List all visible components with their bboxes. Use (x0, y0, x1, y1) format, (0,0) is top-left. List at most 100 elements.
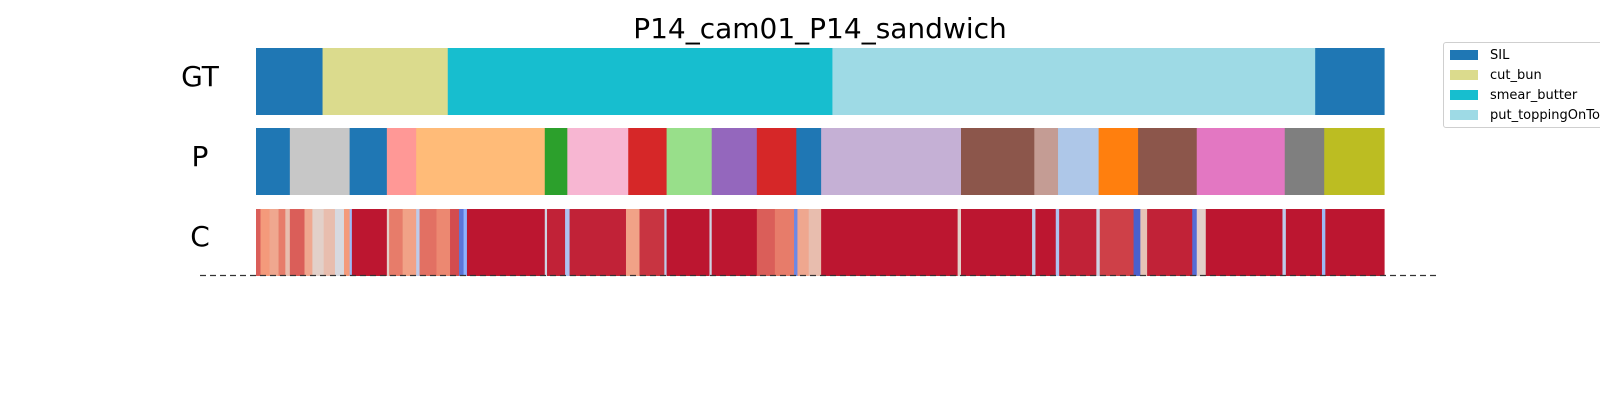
confidence-segment-c-47 (1133, 209, 1141, 276)
confidence-segment-c-4 (285, 209, 291, 276)
confidence-segment-c-10 (343, 209, 351, 276)
legend: SIL cut_bun smear_butter put_toppingOnTo… (1443, 42, 1600, 128)
segment-p-3 (386, 128, 417, 195)
confidence-segment-c-45 (1096, 209, 1101, 276)
confidence-segment-c-3 (278, 209, 286, 276)
confidence-segment-c-21 (463, 209, 468, 276)
confidence-segment-c-20 (459, 209, 465, 276)
confidence-segment-c-51 (1196, 209, 1207, 276)
segment-p-17 (1138, 128, 1198, 195)
confidence-segment-c-49 (1147, 209, 1193, 276)
segment-p-0 (256, 128, 291, 195)
segment-gt-0 (256, 48, 324, 115)
confidence-segment-c-37 (808, 209, 822, 276)
confidence-segment-c-30 (666, 209, 711, 276)
segment-p-16 (1098, 128, 1139, 195)
legend-item-sil: SIL (1450, 45, 1509, 65)
confidence-segment-c-33 (756, 209, 776, 276)
confidence-segment-c-24 (547, 209, 566, 276)
confidence-segment-c-28 (639, 209, 665, 276)
confidence-segment-c-55 (1321, 209, 1326, 276)
confidence-segment-c-0 (256, 209, 262, 276)
segment-p-18 (1196, 128, 1286, 195)
confidence-segment-c-11 (349, 209, 353, 276)
confidence-segment-c-42 (1035, 209, 1057, 276)
confidence-segment-c-22 (466, 209, 546, 276)
row-c-bar (256, 209, 1385, 276)
legend-item-cut-bun: cut_bun (1450, 65, 1542, 85)
confidence-segment-c-19 (450, 209, 460, 276)
legend-label-cut-bun: cut_bun (1490, 67, 1542, 83)
confidence-segment-c-32 (711, 209, 758, 276)
segment-p-6 (567, 128, 629, 195)
confidence-segment-c-18 (436, 209, 451, 276)
confidence-segment-c-50 (1192, 209, 1198, 276)
confidence-segment-c-27 (625, 209, 641, 276)
segment-p-5 (544, 128, 568, 195)
confidence-segment-c-44 (1059, 209, 1097, 276)
confidence-segment-c-9 (334, 209, 345, 276)
legend-item-put-topping-on-top: put_toppingOnTop (1450, 105, 1600, 125)
confidence-segment-c-56 (1325, 209, 1385, 276)
legend-swatch-smear-butter (1450, 90, 1478, 100)
segment-p-7 (628, 128, 668, 195)
legend-label-put-topping-on-top: put_toppingOnTop (1490, 107, 1600, 123)
confidence-segment-c-41 (1032, 209, 1037, 276)
confidence-segment-c-5 (289, 209, 306, 276)
segment-p-8 (666, 128, 713, 195)
row-label-gt: GT (181, 60, 219, 93)
confidence-segment-c-2 (269, 209, 280, 276)
legend-label-smear-butter: smear_butter (1490, 87, 1578, 103)
confidence-segment-c-16 (416, 209, 421, 276)
segment-p-12 (821, 128, 962, 195)
confidence-segment-c-13 (386, 209, 390, 276)
confidence-segment-c-54 (1285, 209, 1323, 276)
legend-swatch-cut-bun (1450, 70, 1478, 80)
confidence-segment-c-6 (304, 209, 313, 276)
confidence-segment-c-31 (709, 209, 713, 276)
confidence-segment-c-12 (351, 209, 388, 276)
confidence-segment-c-35 (794, 209, 799, 276)
confidence-segment-c-52 (1205, 209, 1284, 276)
segment-p-1 (289, 128, 351, 195)
segment-p-10 (756, 128, 797, 195)
confidence-segment-c-36 (797, 209, 810, 276)
confidence-segment-c-53 (1282, 209, 1287, 276)
confidence-segment-c-7 (312, 209, 325, 276)
segment-p-19 (1284, 128, 1325, 195)
confidence-segment-c-25 (565, 209, 571, 276)
confidence-segment-c-17 (419, 209, 438, 276)
row-label-c: C (190, 220, 210, 253)
segment-gt-1 (322, 48, 449, 115)
row-gt-bar (256, 48, 1385, 115)
confidence-segment-c-8 (323, 209, 336, 276)
segment-p-4 (416, 128, 546, 195)
confidence-segment-c-38 (821, 209, 959, 276)
confidence-segment-c-26 (569, 209, 627, 276)
confidence-segment-c-29 (664, 209, 668, 276)
confidence-segment-c-43 (1055, 209, 1060, 276)
legend-item-smear-butter: smear_butter (1450, 85, 1577, 105)
segment-p-11 (796, 128, 822, 195)
confidence-segment-c-34 (774, 209, 795, 276)
confidence-segment-c-1 (260, 209, 271, 276)
row-label-p: P (191, 140, 209, 173)
legend-swatch-sil (1450, 50, 1478, 60)
segment-p-14 (1034, 128, 1059, 195)
row-p-bar (256, 128, 1385, 195)
segment-gt-4 (1315, 48, 1385, 115)
segment-p-9 (711, 128, 758, 195)
confidence-segment-c-14 (389, 209, 404, 276)
confidence-segment-c-39 (957, 209, 962, 276)
segment-p-2 (349, 128, 388, 195)
chart-title: P14_cam01_P14_sandwich (633, 12, 1007, 45)
segment-p-20 (1324, 128, 1385, 195)
segment-gt-2 (447, 48, 834, 115)
legend-label-sil: SIL (1490, 47, 1510, 63)
legend-swatch-put-topping-on-top (1450, 110, 1478, 120)
confidence-segment-c-23 (544, 209, 548, 276)
confidence-segment-c-40 (961, 209, 1033, 276)
segment-p-15 (1058, 128, 1100, 195)
